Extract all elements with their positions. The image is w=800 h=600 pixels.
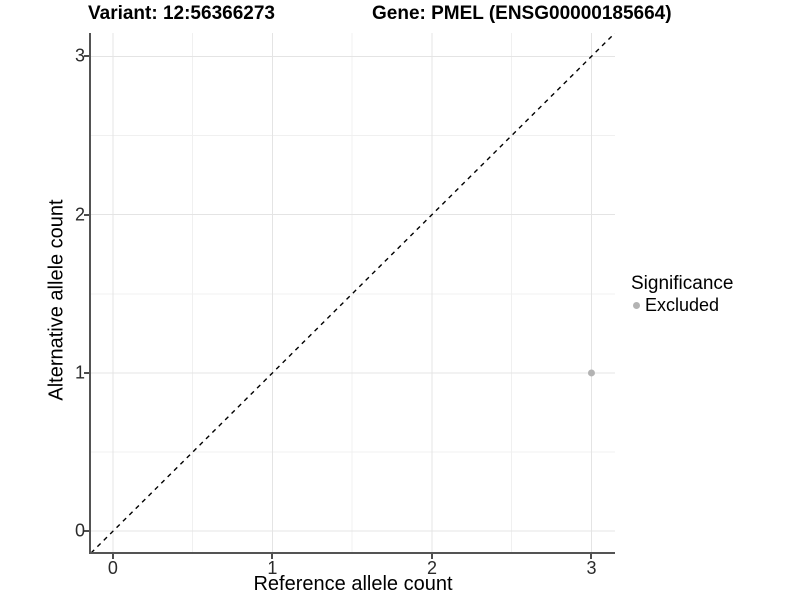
identity-line: [90, 32, 616, 554]
x-tick-label: 1: [267, 558, 278, 578]
legend-item-label: Excluded: [645, 295, 720, 315]
x-tick-label: 3: [586, 558, 597, 578]
y-axis-line: [89, 33, 91, 554]
x-tick-mark: [111, 554, 114, 559]
y-tick-mark: [84, 213, 89, 216]
x-tick-label: 2: [426, 558, 437, 578]
legend-title: Significance: [631, 273, 734, 294]
legend-key-dot: [633, 302, 640, 309]
plot-panel-canvas: [90, 32, 616, 554]
plot-title-variant: Variant: 12:56366273: [88, 3, 275, 24]
x-axis-title: Reference allele count: [253, 573, 453, 595]
y-tick-mark: [84, 530, 89, 533]
x-tick-label: 0: [107, 558, 118, 578]
x-tick-mark: [430, 554, 433, 559]
x-tick-mark: [271, 554, 274, 559]
y-tick-label: 1: [74, 362, 85, 383]
legend: Significance Excluded: [631, 273, 733, 316]
legend-item: Excluded: [631, 295, 733, 316]
plot-title-gene: Gene: PMEL (ENSG00000185664): [372, 3, 672, 24]
y-tick-label: 3: [74, 45, 85, 66]
y-tick-label: 0: [74, 520, 85, 541]
data-point: [587, 369, 595, 377]
y-tick-mark: [84, 55, 89, 58]
x-tick-mark: [590, 554, 593, 559]
x-axis-line: [89, 552, 615, 554]
y-tick-label: 2: [74, 204, 85, 225]
y-tick-mark: [84, 371, 89, 374]
plot-panel: [90, 32, 616, 554]
y-axis-title: Alternative allele count: [45, 199, 68, 401]
